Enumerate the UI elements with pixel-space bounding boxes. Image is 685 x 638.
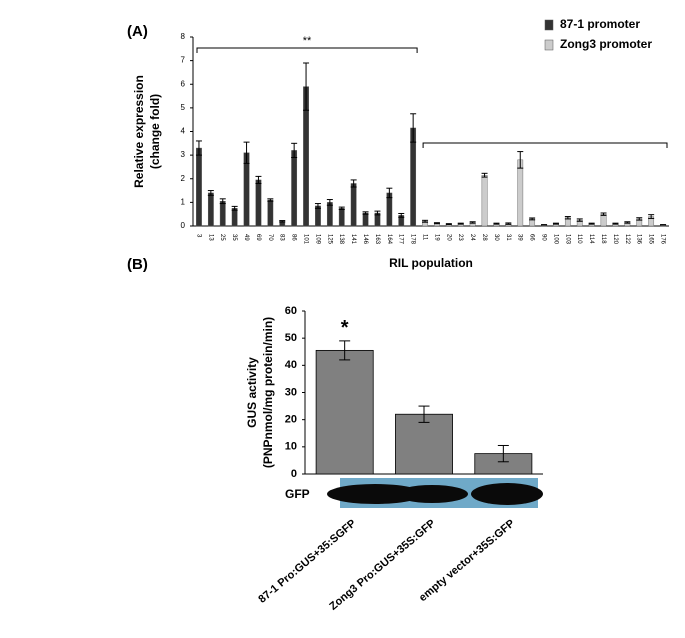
band-label: GFP xyxy=(285,487,310,501)
x-tick-label: 24 xyxy=(469,234,475,241)
bar xyxy=(315,349,374,475)
x-tick-label: 23 xyxy=(457,234,463,241)
x-tick-label: 35 xyxy=(231,234,237,241)
x-tick-label: 138 xyxy=(338,234,344,245)
bar xyxy=(481,175,488,227)
x-tick-label: 19 xyxy=(433,234,439,241)
x-tick-label: 31 xyxy=(505,234,511,241)
x-tick-label: 177 xyxy=(398,234,404,245)
x-tick-label: 13 xyxy=(207,234,213,241)
y-tick-label: 30 xyxy=(285,386,297,398)
y-tick-label: 40 xyxy=(285,359,297,371)
annotation: ** xyxy=(303,35,312,47)
x-tick-label: 86 xyxy=(291,234,297,241)
y-tick-label: 10 xyxy=(285,441,297,453)
x-tick-label: 25 xyxy=(219,234,225,241)
x-tick-label: 70 xyxy=(267,234,273,241)
bar xyxy=(326,202,333,227)
x-tick-label: 146 xyxy=(362,234,368,245)
bar xyxy=(410,127,417,227)
gfp-band xyxy=(396,485,468,503)
bar xyxy=(395,413,453,475)
bar xyxy=(219,200,226,227)
gfp-band xyxy=(471,483,543,505)
x-tick-label: 90 xyxy=(540,234,546,241)
y-tick-label: 0 xyxy=(181,221,186,230)
y-tick-label: 4 xyxy=(181,127,186,136)
bar xyxy=(291,150,298,227)
x-tick-label: 30 xyxy=(493,234,499,241)
y-axis-label: (change fold) xyxy=(148,94,162,169)
x-tick-label: 39 xyxy=(517,234,523,241)
x-tick-label: 83 xyxy=(279,234,285,241)
bar xyxy=(255,179,262,227)
x-tick-label: 118 xyxy=(600,234,606,244)
x-tick-label: 110 xyxy=(576,234,582,244)
legend-label: Zong3 promoter xyxy=(560,37,652,51)
x-tick-label: 141 xyxy=(350,234,356,245)
bar xyxy=(315,205,321,227)
x-tick-label: 136 xyxy=(636,234,642,245)
bar xyxy=(196,147,202,227)
panel-label: (A) xyxy=(127,23,148,40)
x-tick-label: 164 xyxy=(386,234,392,245)
x-tick-label: 122 xyxy=(624,234,630,245)
y-tick-label: 1 xyxy=(181,197,186,206)
y-tick-label: 8 xyxy=(181,32,186,41)
bar xyxy=(517,159,524,227)
x-tick-label: 125 xyxy=(326,234,332,245)
y-tick-label: 2 xyxy=(181,174,186,183)
x-tick-label: 100 xyxy=(552,234,558,245)
bar xyxy=(231,208,238,227)
x-tick-label: 176 xyxy=(659,234,665,245)
x-tick-label: 101 xyxy=(302,234,308,245)
x-tick-label: 120 xyxy=(612,234,618,245)
y-axis-label: GUS activity xyxy=(245,357,259,428)
x-tick-label: 109 xyxy=(314,234,320,245)
x-tick-label: 49 xyxy=(243,234,249,241)
bar xyxy=(362,212,369,227)
y-tick-label: 60 xyxy=(285,305,297,317)
bar xyxy=(207,192,214,227)
y-tick-label: 5 xyxy=(181,103,186,112)
y-axis-label: Relative expression xyxy=(132,75,146,188)
panel-label: (B) xyxy=(127,256,148,273)
y-tick-label: 50 xyxy=(285,332,297,344)
x-tick-label: 28 xyxy=(481,234,487,241)
legend-label: 87-1 promoter xyxy=(560,17,640,31)
bar xyxy=(350,183,357,227)
bracket xyxy=(422,142,668,148)
legend-swatch xyxy=(544,19,554,31)
bar xyxy=(267,199,274,227)
y-tick-label: 6 xyxy=(181,79,186,88)
annotation: * xyxy=(341,317,349,339)
x-tick-label: 66 xyxy=(529,234,535,241)
y-tick-label: 3 xyxy=(181,150,186,159)
x-tick-label: 178 xyxy=(410,234,416,245)
x-axis-label: RIL population xyxy=(389,256,473,270)
x-tick-label: 3 xyxy=(195,234,201,238)
y-tick-label: 0 xyxy=(291,468,297,480)
x-tick-label: 103 xyxy=(564,234,570,245)
x-tick-label: 69 xyxy=(255,234,261,241)
bar xyxy=(338,208,345,227)
bracket xyxy=(196,47,418,53)
x-tick-label: 165 xyxy=(648,234,654,245)
y-axis-label: (PNPnmol/mg protein/min) xyxy=(261,317,275,468)
x-tick-label: 114 xyxy=(588,234,594,244)
y-tick-label: 20 xyxy=(285,414,297,426)
bar xyxy=(600,213,607,227)
legend-swatch xyxy=(544,39,554,51)
gfp-band xyxy=(327,484,423,504)
x-tick-label: 11 xyxy=(421,234,427,241)
y-tick-label: 7 xyxy=(181,56,186,65)
x-tick-label: 163 xyxy=(374,234,380,245)
x-tick-label: 20 xyxy=(445,234,451,241)
